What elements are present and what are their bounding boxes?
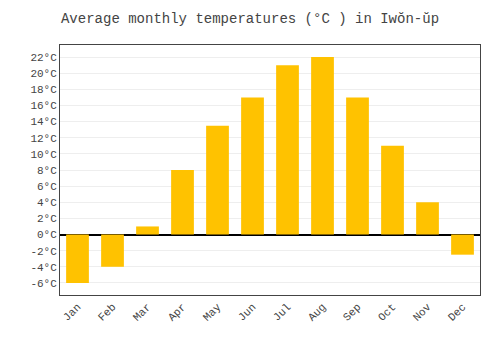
svg-text:Jun: Jun xyxy=(236,301,258,323)
svg-text:-2°C: -2°C xyxy=(30,246,57,258)
svg-text:14°C: 14°C xyxy=(30,116,57,128)
svg-text:12°C: 12°C xyxy=(30,133,57,145)
svg-text:-4°C: -4°C xyxy=(30,262,57,274)
svg-text:0°C: 0°C xyxy=(37,229,57,241)
svg-text:2°C: 2°C xyxy=(37,213,57,225)
svg-text:Jul: Jul xyxy=(271,301,293,323)
svg-text:8°C: 8°C xyxy=(37,165,57,177)
svg-text:Oct: Oct xyxy=(376,301,398,323)
svg-text:Mar: Mar xyxy=(131,301,153,323)
svg-text:Average monthly temperatures (: Average monthly temperatures (°C ) in Iw… xyxy=(61,11,439,27)
svg-text:4°C: 4°C xyxy=(37,197,57,209)
svg-text:Jan: Jan xyxy=(61,301,83,323)
svg-text:Aug: Aug xyxy=(306,301,328,323)
svg-text:16°C: 16°C xyxy=(30,100,57,112)
svg-text:Apr: Apr xyxy=(166,301,188,323)
svg-text:Sep: Sep xyxy=(341,301,363,323)
svg-text:10°C: 10°C xyxy=(30,149,57,161)
svg-text:-6°C: -6°C xyxy=(30,278,57,290)
svg-text:18°C: 18°C xyxy=(30,84,57,96)
svg-text:Dec: Dec xyxy=(446,301,468,323)
svg-text:Feb: Feb xyxy=(96,301,118,323)
svg-text:May: May xyxy=(201,301,224,324)
svg-text:22°C: 22°C xyxy=(30,52,57,64)
svg-text:20°C: 20°C xyxy=(30,68,57,80)
svg-text:Nov: Nov xyxy=(411,301,434,324)
svg-text:6°C: 6°C xyxy=(37,181,57,193)
